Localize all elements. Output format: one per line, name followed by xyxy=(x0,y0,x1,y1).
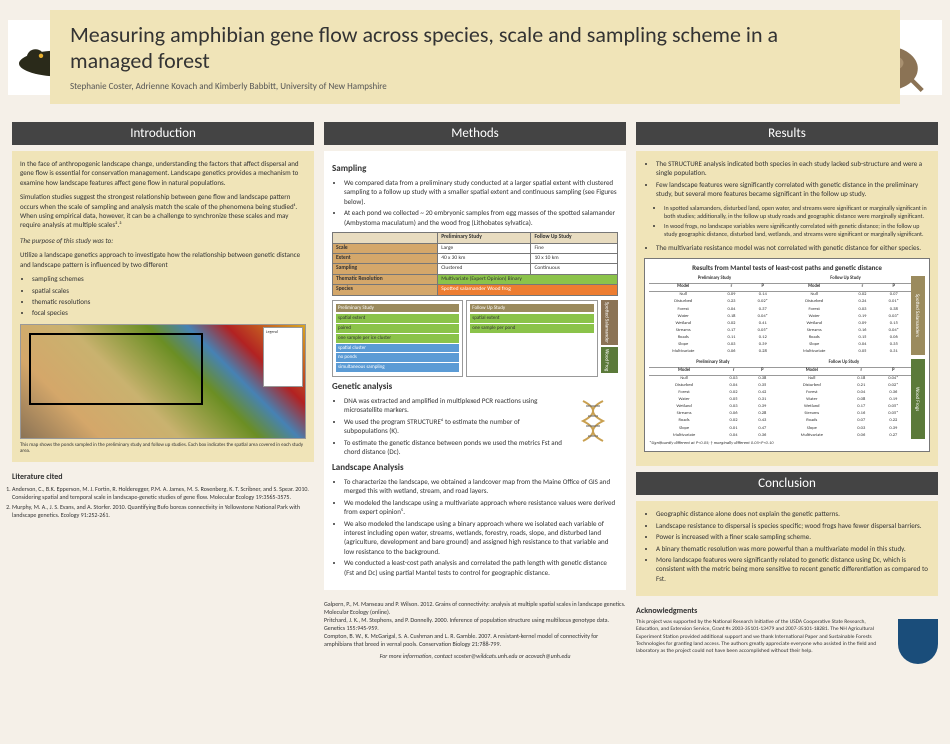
land-head: Landscape Analysis xyxy=(332,462,618,474)
literature: Literature cited Anderson, C., B.K. Eppe… xyxy=(12,472,314,519)
sp-label: Spotted Salamander xyxy=(601,300,619,345)
r2a: In spotted salamanders, disturbed land, … xyxy=(664,204,930,220)
purpose-head: The purpose of this study was to: xyxy=(20,236,306,245)
c5: More landscape features were significant… xyxy=(656,555,930,583)
authors: Stephanie Coster, Adrienne Kovach and Ki… xyxy=(70,81,780,92)
dna-icon xyxy=(568,396,618,446)
conclusion-head: Conclusion xyxy=(636,472,938,495)
c4: A binary thematic resolution was more po… xyxy=(656,544,930,553)
gen-head: Genetic analysis xyxy=(332,381,618,393)
res-half-2: Preliminary StudyFollow Up StudyModelrPM… xyxy=(649,359,911,439)
l4: We conducted a least-cost path analysis … xyxy=(344,558,618,577)
bullet: thematic resolutions xyxy=(32,297,306,306)
bullet: focal species xyxy=(32,308,306,317)
ref: Murphy, M. A., J. S. Evans, and A. Storf… xyxy=(12,503,314,519)
purpose-text: Utilize a landscape genetics approach to… xyxy=(20,250,306,269)
study-diagram: Preliminary Study spatial extent paired … xyxy=(332,300,618,377)
l2: We modeled the landscape using a multiva… xyxy=(344,498,618,517)
col-methods: Methods Sampling We compared data from a… xyxy=(324,122,626,660)
r2: Few landscape features were significantl… xyxy=(656,180,930,199)
poster: Measuring amphibian gene flow across spe… xyxy=(0,10,950,744)
refs-methods: Galpern, P., M. Manseau and P. Wilson. 2… xyxy=(324,600,626,648)
bullet: spatial scales xyxy=(32,286,306,295)
poster-title: Measuring amphibian gene flow across spe… xyxy=(70,22,780,75)
bullet: sampling schemes xyxy=(32,274,306,283)
col-results: Results The STRUCTURE analysis indicated… xyxy=(636,122,938,660)
r2b: In wood frogs, no landscape variables we… xyxy=(664,222,930,238)
m1: We compared data from a preliminary stud… xyxy=(344,178,618,206)
results-table: Results from Mantel tests of least-cost … xyxy=(644,258,930,452)
ref: Pritchard, J. K., M. Stephens, and P. Do… xyxy=(324,616,626,632)
logo-icon xyxy=(898,619,938,664)
map-legend: Legend xyxy=(263,327,303,387)
res-half-1: Preliminary StudyFollow Up StudyModelrPM… xyxy=(649,276,911,356)
methods-head: Methods xyxy=(324,122,626,145)
prelim-box: Preliminary Study spatial extent paired … xyxy=(332,300,463,377)
m2: At each pond we collected ~ 20 embryonic… xyxy=(344,208,618,227)
methods-body: Sampling We compared data from a prelimi… xyxy=(324,151,626,590)
r3: The multivariate resistance model was no… xyxy=(656,243,930,252)
map-image: Legend xyxy=(20,324,306,439)
res-tbl-title: Results from Mantel tests of least-cost … xyxy=(649,263,925,272)
res-sp2: Wood Frogs xyxy=(911,359,925,439)
intro-p1: In the face of anthropogenic landscape c… xyxy=(20,159,306,187)
conclusion-body: Geographic distance alone does not expla… xyxy=(636,501,938,596)
intro-bullets: sampling schemes spatial scales thematic… xyxy=(32,274,306,318)
ack-section: Acknowledgments This project was support… xyxy=(636,606,938,655)
sampling-head: Sampling xyxy=(332,163,618,175)
c2: Landscape resistance to dispersal is spe… xyxy=(656,521,930,530)
res-sp1: Spotted Salamanders xyxy=(911,276,925,356)
ack-text: This project was supported by the Nation… xyxy=(636,619,938,655)
lit-head: Literature cited xyxy=(12,472,314,482)
c3: Power is increased with a finer scale sa… xyxy=(656,532,930,541)
intro-p2: Simulation studies suggest the strongest… xyxy=(20,192,306,230)
ref: Compton, B. W., K. McGarigal, S. A. Cush… xyxy=(324,632,626,648)
study-table: Preliminary StudyFollow Up Study ScaleLa… xyxy=(332,232,618,296)
col-intro: Introduction In the face of anthropogeni… xyxy=(12,122,314,660)
ref: Anderson, C., B.K. Epperson, M. J. Forti… xyxy=(12,485,314,501)
r1: The STRUCTURE analysis indicated both sp… xyxy=(656,159,930,178)
ref: Galpern, P., M. Manseau and P. Wilson. 2… xyxy=(324,600,626,616)
study-maps: Legend xyxy=(20,324,306,439)
footer: For more information, contact scoster@wi… xyxy=(324,652,626,660)
header: Measuring amphibian gene flow across spe… xyxy=(50,10,900,104)
intro-body: In the face of anthropogenic landscape c… xyxy=(12,151,314,462)
map-caption: This map shows the ponds sampled in the … xyxy=(20,442,306,454)
l3: We also modeled the landscape using a bi… xyxy=(344,519,618,557)
intro-head: Introduction xyxy=(12,122,314,145)
c1: Geographic distance alone does not expla… xyxy=(656,509,930,518)
ack-head: Acknowledgments xyxy=(636,606,938,616)
l1: To characterize the landscape, we obtain… xyxy=(344,477,618,496)
res-note: *Significantly different at P<0.05; † ma… xyxy=(649,441,925,447)
results-body: The STRUCTURE analysis indicated both sp… xyxy=(636,151,938,466)
columns: Introduction In the face of anthropogeni… xyxy=(0,114,950,668)
results-head: Results xyxy=(636,122,938,145)
follow-box: Follow Up Study spatial extent one sampl… xyxy=(466,300,597,377)
sp-label: Wood Frog xyxy=(601,347,619,373)
